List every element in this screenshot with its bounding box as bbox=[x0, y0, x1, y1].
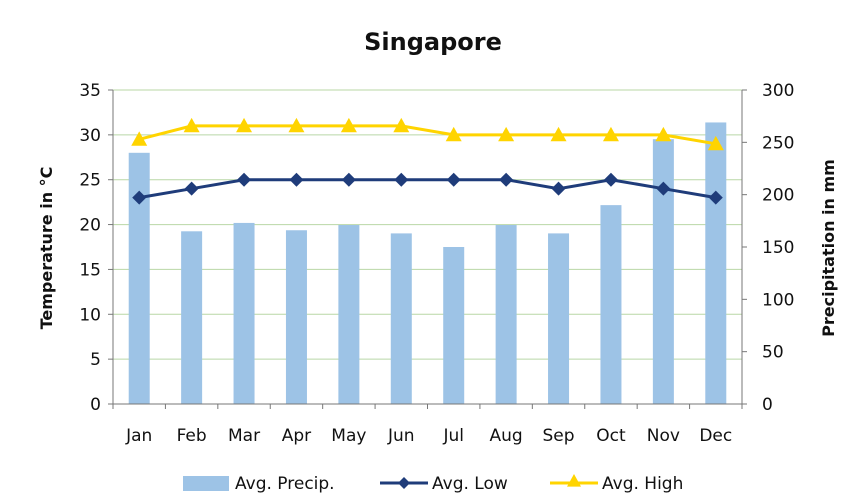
x-tick-label: Oct bbox=[596, 426, 626, 446]
marker-low bbox=[341, 172, 356, 187]
y-tick-label: 30 bbox=[79, 126, 101, 146]
marker-high bbox=[183, 117, 200, 133]
y-tick-label: 35 bbox=[79, 81, 101, 101]
bar-precip bbox=[600, 205, 622, 404]
x-tick-label: Nov bbox=[647, 426, 680, 446]
bar-precip bbox=[548, 233, 570, 404]
y-tick-label: 15 bbox=[79, 260, 101, 280]
marker-low bbox=[132, 190, 147, 205]
bar-precip bbox=[338, 225, 360, 404]
marker-high bbox=[236, 117, 253, 133]
x-tick-label: Dec bbox=[699, 426, 732, 446]
line-high bbox=[138, 124, 717, 146]
bar-precip bbox=[285, 230, 307, 404]
x-tick-label: Sep bbox=[543, 426, 575, 446]
y-tick-label: 0 bbox=[90, 395, 101, 415]
legend-label-low: Avg. Low bbox=[432, 474, 508, 494]
bar-precip bbox=[495, 225, 517, 404]
marker-high bbox=[445, 126, 462, 142]
marker-low bbox=[289, 172, 304, 187]
x-tick-label: Feb bbox=[177, 426, 207, 446]
marker-high bbox=[288, 117, 305, 133]
legend-label-high: Avg. High bbox=[602, 474, 683, 494]
legend-marker-low bbox=[398, 477, 410, 489]
x-tick-label: Aug bbox=[490, 426, 523, 446]
bar-precip bbox=[443, 247, 465, 404]
bar-precip bbox=[128, 152, 150, 404]
y2-tick-label: 200 bbox=[762, 186, 794, 206]
y2-tick-label: 150 bbox=[762, 238, 794, 258]
legend-swatch-precip bbox=[183, 476, 229, 491]
marker-low bbox=[237, 172, 252, 187]
marker-low bbox=[603, 172, 618, 187]
marker-low bbox=[446, 172, 461, 187]
marker-high bbox=[655, 126, 672, 142]
marker-low bbox=[394, 172, 409, 187]
marker-low bbox=[551, 181, 566, 196]
y2-tick-label: 0 bbox=[762, 395, 773, 415]
bar-precip bbox=[705, 122, 727, 405]
bar-precip bbox=[181, 231, 203, 404]
marker-high bbox=[340, 117, 357, 133]
marker-low bbox=[184, 181, 199, 196]
x-tick-label: Jun bbox=[387, 426, 415, 446]
x-tick-label: Apr bbox=[282, 426, 311, 446]
marker-low bbox=[708, 190, 723, 205]
y-tick-label: 5 bbox=[90, 350, 101, 370]
x-tick-label: Jul bbox=[442, 426, 464, 446]
legend-label-precip: Avg. Precip. bbox=[235, 474, 335, 494]
marker-high bbox=[393, 117, 410, 133]
x-tick-label: Jan bbox=[125, 426, 152, 446]
marker-high bbox=[602, 126, 619, 142]
y2-tick-label: 250 bbox=[762, 133, 794, 153]
marker-low bbox=[656, 181, 671, 196]
bar-precip bbox=[652, 139, 674, 404]
marker-high bbox=[131, 131, 148, 146]
bar-precip bbox=[233, 222, 255, 404]
y2-tick-label: 100 bbox=[762, 290, 794, 310]
y-tick-label: 20 bbox=[79, 216, 101, 236]
marker-high bbox=[707, 135, 724, 151]
y2-axis-title: Precipitation in mm bbox=[819, 159, 838, 337]
y-tick-label: 10 bbox=[79, 305, 101, 325]
marker-high bbox=[498, 126, 515, 142]
y2-tick-label: 300 bbox=[762, 81, 794, 101]
bar-precip bbox=[390, 233, 412, 404]
marker-high bbox=[550, 126, 567, 142]
line-low bbox=[138, 178, 717, 200]
y-axis-title: Temperature in °C bbox=[37, 167, 56, 330]
chart-title: Singapore bbox=[364, 28, 502, 56]
legend-marker-high bbox=[567, 474, 581, 487]
y2-tick-label: 50 bbox=[762, 343, 784, 363]
y-tick-label: 25 bbox=[79, 171, 101, 191]
x-tick-label: Mar bbox=[228, 426, 260, 446]
marker-low bbox=[499, 172, 514, 187]
x-tick-label: May bbox=[331, 426, 366, 446]
